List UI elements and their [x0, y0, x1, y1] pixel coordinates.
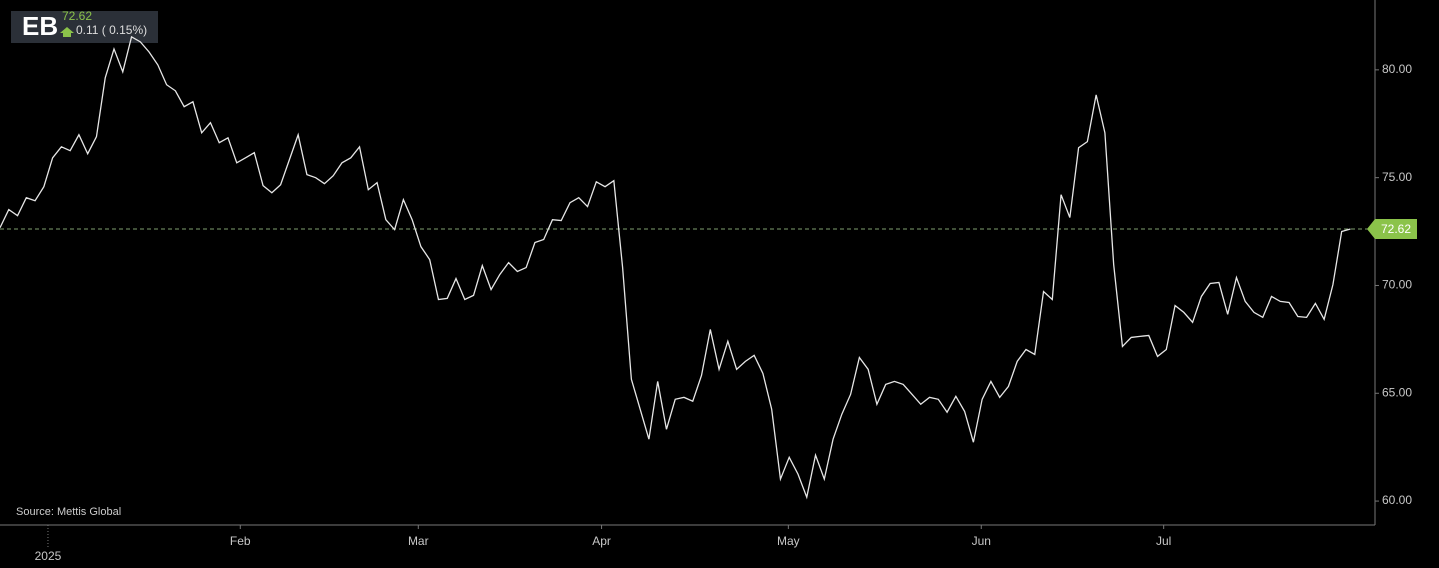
last-price-tag	[1367, 218, 1417, 239]
x-tick-label: Jun	[972, 534, 991, 548]
last-price-label: 72.62	[1381, 222, 1411, 236]
source: Source: Mettis Global	[16, 506, 121, 518]
x-tick-label: Feb	[230, 534, 251, 548]
y-tick-label: 65.00	[1382, 385, 1412, 399]
price: 72.62	[62, 9, 92, 23]
symbol: EB	[22, 11, 58, 41]
y-tick-label: 75.00	[1382, 170, 1412, 184]
change: 0.11 ( 0.15%)	[76, 23, 147, 37]
x-tick-label: May	[777, 534, 800, 548]
y-tick-label: 60.00	[1382, 493, 1412, 507]
y-tick-label: 80.00	[1382, 62, 1412, 76]
up-arrow	[60, 27, 74, 37]
price-line	[0, 35, 1351, 500]
x-tick-label: Jul	[1156, 534, 1171, 548]
x-tick-label: Mar	[408, 534, 429, 548]
x-tick-label: 2025	[35, 549, 62, 563]
x-tick-label: Apr	[592, 534, 611, 548]
y-tick-label: 70.00	[1382, 278, 1412, 292]
